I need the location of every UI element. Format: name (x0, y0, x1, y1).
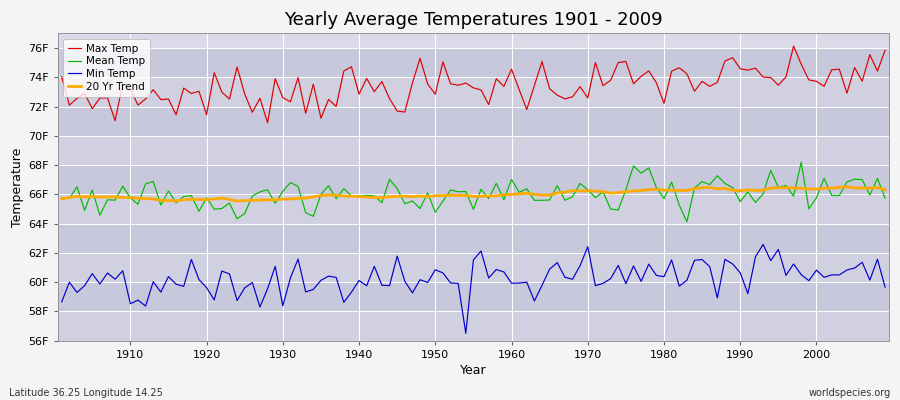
Max Temp (338, 69, 349, 74)
Max Temp (514, 87, 525, 92)
Bar (58, 48, 889, 77)
Title: Yearly Average Temperatures 1901 - 2009: Yearly Average Temperatures 1901 - 2009 (284, 11, 662, 29)
Max Temp (788, 44, 799, 48)
Max Temp (57, 75, 68, 80)
Legend: Max Temp, Mean Temp, Min Temp, 20 Yr Trend: Max Temp, Mean Temp, Min Temp, 20 Yr Tre… (63, 39, 150, 97)
Min Temp (879, 285, 890, 290)
Max Temp (292, 75, 303, 80)
Line: Max Temp: Max Temp (62, 46, 885, 123)
Bar (58, 194, 889, 224)
Mean Temp (499, 197, 509, 202)
Min Temp (514, 281, 525, 286)
20 Yr Trend (117, 195, 128, 200)
Max Temp (117, 82, 128, 86)
20 Yr Trend (338, 194, 349, 198)
Bar (58, 136, 889, 165)
Min Temp (461, 331, 472, 336)
20 Yr Trend (292, 196, 303, 201)
Text: worldspecies.org: worldspecies.org (809, 388, 891, 398)
Bar (58, 224, 889, 253)
20 Yr Trend (514, 191, 525, 196)
Max Temp (879, 48, 890, 53)
Min Temp (57, 299, 68, 304)
Min Temp (331, 275, 342, 280)
Mean Temp (285, 180, 296, 185)
Mean Temp (879, 196, 890, 200)
Bar (58, 253, 889, 282)
20 Yr Trend (842, 184, 852, 189)
Mean Temp (57, 196, 68, 200)
Line: Mean Temp: Mean Temp (62, 162, 885, 222)
Mean Temp (681, 220, 692, 224)
20 Yr Trend (57, 196, 68, 201)
Y-axis label: Temperature: Temperature (11, 147, 24, 227)
Bar (58, 165, 889, 194)
X-axis label: Year: Year (460, 364, 487, 377)
Max Temp (506, 67, 517, 72)
20 Yr Trend (506, 192, 517, 197)
Line: Min Temp: Min Temp (62, 244, 885, 333)
20 Yr Trend (879, 188, 890, 192)
Max Temp (262, 120, 273, 125)
20 Yr Trend (605, 191, 616, 196)
Bar (58, 312, 889, 341)
Min Temp (758, 242, 769, 247)
Mean Temp (117, 184, 128, 189)
Mean Temp (796, 160, 806, 164)
Line: 20 Yr Trend: 20 Yr Trend (62, 187, 885, 201)
Bar (58, 282, 889, 312)
Mean Temp (506, 177, 517, 182)
Min Temp (605, 276, 616, 281)
Min Temp (285, 276, 296, 280)
Max Temp (605, 78, 616, 83)
Min Temp (117, 268, 128, 273)
Mean Temp (598, 190, 608, 194)
Min Temp (506, 281, 517, 286)
Bar (58, 106, 889, 136)
20 Yr Trend (231, 199, 242, 204)
Mean Temp (331, 196, 342, 201)
Text: Latitude 36.25 Longitude 14.25: Latitude 36.25 Longitude 14.25 (9, 388, 163, 398)
Bar (58, 77, 889, 106)
